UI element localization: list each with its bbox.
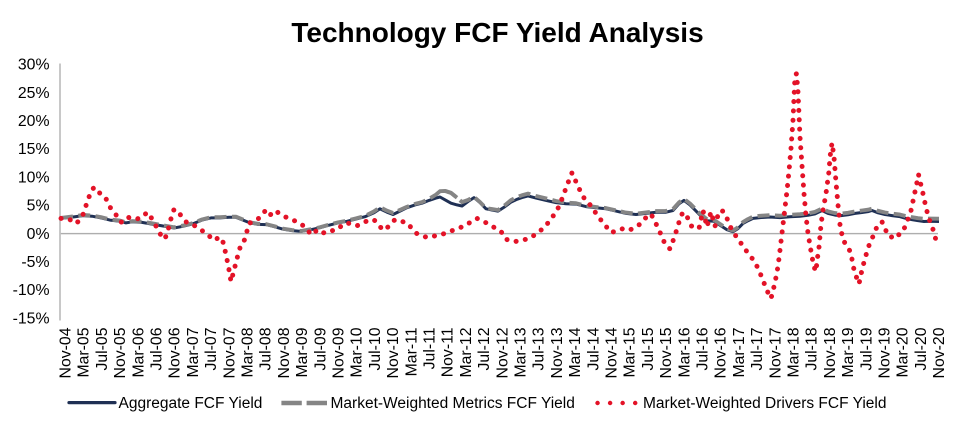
svg-text:Aggregate FCF Yield: Aggregate FCF Yield bbox=[119, 395, 263, 412]
svg-text:-15%: -15% bbox=[13, 310, 50, 327]
svg-text:Nov-20: Nov-20 bbox=[931, 327, 948, 378]
svg-text:Nov-13: Nov-13 bbox=[549, 327, 566, 378]
svg-text:Mar-07: Mar-07 bbox=[185, 328, 202, 378]
svg-text:Technology FCF Yield Analysis: Technology FCF Yield Analysis bbox=[291, 17, 703, 48]
svg-text:Mar-13: Mar-13 bbox=[513, 327, 530, 377]
svg-text:Nov-14: Nov-14 bbox=[604, 327, 621, 378]
svg-text:Jul-06: Jul-06 bbox=[149, 327, 166, 370]
svg-text:Jul-09: Jul-09 bbox=[312, 327, 329, 370]
svg-text:Nov-11: Nov-11 bbox=[440, 327, 457, 377]
svg-text:Jul-13: Jul-13 bbox=[531, 327, 548, 370]
svg-text:Mar-12: Mar-12 bbox=[458, 328, 475, 378]
svg-text:20%: 20% bbox=[18, 113, 50, 130]
svg-text:Nov-08: Nov-08 bbox=[276, 327, 293, 378]
svg-text:Market-Weighted Drivers FCF Yi: Market-Weighted Drivers FCF Yield bbox=[643, 395, 886, 412]
svg-text:Mar-11: Mar-11 bbox=[403, 327, 420, 376]
svg-text:Jul-07: Jul-07 bbox=[203, 328, 220, 371]
svg-text:Jul-10: Jul-10 bbox=[367, 327, 384, 370]
svg-text:0%: 0% bbox=[27, 226, 50, 243]
svg-text:Nov-05: Nov-05 bbox=[112, 327, 129, 378]
svg-text:Jul-11: Jul-11 bbox=[422, 327, 439, 369]
svg-text:Mar-19: Mar-19 bbox=[840, 327, 857, 377]
svg-text:Mar-08: Mar-08 bbox=[240, 327, 257, 377]
svg-text:Mar-18: Mar-18 bbox=[786, 327, 803, 377]
svg-text:Jul-12: Jul-12 bbox=[476, 328, 493, 371]
svg-text:Nov-07: Nov-07 bbox=[221, 328, 238, 379]
svg-text:-5%: -5% bbox=[21, 254, 49, 271]
svg-text:Nov-17: Nov-17 bbox=[767, 328, 784, 379]
svg-text:Nov-15: Nov-15 bbox=[658, 327, 675, 378]
svg-text:Nov-09: Nov-09 bbox=[331, 327, 348, 378]
svg-text:Nov-19: Nov-19 bbox=[877, 327, 894, 378]
svg-text:Market-Weighted Metrics FCF Yi: Market-Weighted Metrics FCF Yield bbox=[331, 395, 575, 412]
svg-text:Nov-18: Nov-18 bbox=[822, 327, 839, 378]
svg-text:Jul-15: Jul-15 bbox=[640, 327, 657, 370]
svg-text:Jul-14: Jul-14 bbox=[585, 327, 602, 370]
svg-text:Mar-16: Mar-16 bbox=[676, 327, 693, 377]
svg-text:Jul-18: Jul-18 bbox=[804, 327, 821, 370]
svg-text:25%: 25% bbox=[18, 85, 50, 102]
svg-text:Mar-15: Mar-15 bbox=[622, 327, 639, 377]
svg-text:10%: 10% bbox=[18, 169, 50, 186]
svg-text:Jul-08: Jul-08 bbox=[258, 327, 275, 370]
svg-text:Mar-05: Mar-05 bbox=[76, 327, 93, 377]
svg-text:Mar-10: Mar-10 bbox=[349, 327, 366, 377]
svg-text:Nov-04: Nov-04 bbox=[58, 327, 75, 378]
svg-text:Nov-16: Nov-16 bbox=[713, 327, 730, 378]
svg-text:-10%: -10% bbox=[13, 282, 50, 299]
svg-text:Mar-17: Mar-17 bbox=[731, 328, 748, 378]
svg-text:Jul-20: Jul-20 bbox=[913, 327, 930, 370]
svg-text:Nov-12: Nov-12 bbox=[494, 328, 511, 379]
svg-text:Mar-09: Mar-09 bbox=[294, 327, 311, 377]
svg-text:Jul-19: Jul-19 bbox=[858, 327, 875, 370]
svg-text:Mar-06: Mar-06 bbox=[130, 327, 147, 377]
svg-text:Jul-05: Jul-05 bbox=[94, 327, 111, 370]
svg-text:Jul-17: Jul-17 bbox=[749, 328, 766, 371]
svg-text:Nov-06: Nov-06 bbox=[167, 327, 184, 378]
svg-text:5%: 5% bbox=[27, 198, 50, 215]
svg-text:Mar-14: Mar-14 bbox=[567, 327, 584, 377]
svg-text:Nov-10: Nov-10 bbox=[385, 327, 402, 378]
svg-text:30%: 30% bbox=[18, 57, 50, 74]
svg-text:Mar-20: Mar-20 bbox=[895, 327, 912, 377]
svg-text:15%: 15% bbox=[18, 141, 50, 158]
svg-text:Jul-16: Jul-16 bbox=[695, 327, 712, 370]
